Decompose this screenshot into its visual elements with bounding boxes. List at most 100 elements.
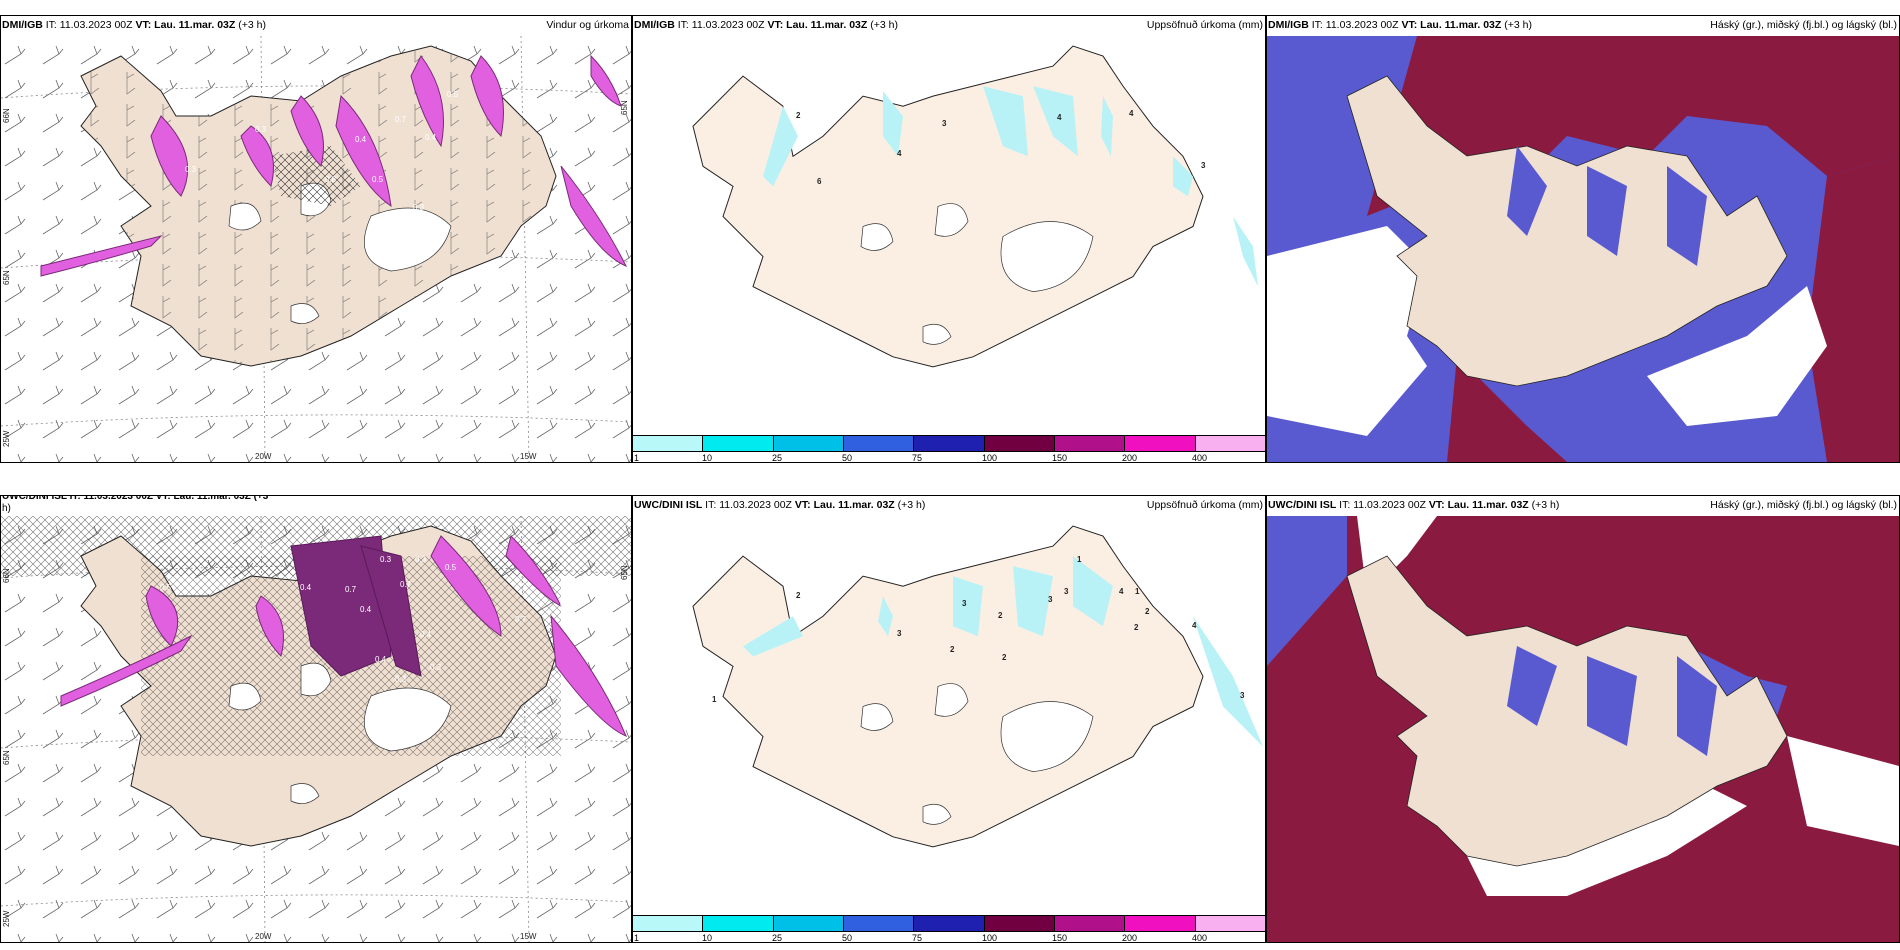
colorbar-box [633,436,704,451]
map-canvas[interactable] [1,516,631,942]
model-name: DMI/IGB [634,19,675,31]
colorbar-box [914,436,985,451]
precip-label: 3 [1064,587,1069,596]
vt-label: VT: [135,19,152,31]
it-label: IT: [1311,19,1323,31]
model-name: UWC/DINI ISL [634,499,703,511]
precip-value: 0.8 [325,175,337,184]
colorbar-box [914,916,985,931]
precip-value: 0.7 [515,615,527,624]
map-canvas[interactable] [1,36,631,462]
map-canvas[interactable] [633,516,1265,913]
precip-value: 0.5 [447,90,459,99]
colorbar-box [633,916,704,931]
precip-label: 3 [962,599,967,608]
colorbar-tick: 200 [1122,453,1138,463]
precip-value: 0.3 [185,165,197,174]
vt-label: VT: [1401,19,1418,31]
precip-value: 0.3 [413,203,425,212]
colorbar-tick: 400 [1192,453,1208,463]
colorbar-box [773,916,844,931]
panel-frame [632,15,1266,463]
colorbar: 1 10 25 50 75 100 150 200 400 [632,435,1266,463]
panel-title: Uppsöfnuð úrkoma (mm) [1146,19,1263,31]
vt-value: Lau. 11.mar. 03Z [154,19,236,31]
precip-value: 0.7 [345,585,357,594]
model-name: DMI/IGB [1268,19,1309,31]
precip-label: 4 [1119,587,1124,596]
map-panel-accum-precip-dmi: DMI/IGB IT: 11.03.2023 00Z VT: Lau. 11.m… [632,15,1266,463]
colorbar-tick: 100 [982,933,998,943]
colorbar-tick: 150 [1052,453,1068,463]
lead-time: (+3 h) [897,499,926,511]
colorbar-box [1195,436,1265,451]
precip-label: 4 [897,149,902,158]
colorbar-box [703,916,774,931]
precip-value: 0.5 [160,583,172,592]
tick-y-65n: 65N [2,270,11,285]
precip-value: 0.4 [360,605,372,614]
colorbar-tick: 1 [634,933,640,943]
colorbar-box [773,436,844,451]
precip-label: 1 [712,695,717,704]
precip-label: 2 [796,591,801,600]
precip-value: 0.3 [430,663,442,672]
tick-x-20w: 20W [255,452,272,461]
panel-header: DMI/IGB IT: 11.03.2023 00Z VT: Lau. 11.m… [1266,15,1900,35]
precip-label: 3 [897,629,902,638]
vt-value: Lau. 11.mar. 03Z [1447,499,1529,511]
colorbar-tick: 50 [842,933,853,943]
colorbar-tick: 150 [1052,933,1068,943]
map-canvas[interactable] [1267,516,1899,942]
precip-value: 0.4 [425,133,437,142]
precip-label: 3 [1048,595,1053,604]
precip-value: 0.3 [415,555,427,564]
iceland-landmass [1346,555,1788,867]
lead-time: (+3 h) [1531,499,1560,511]
vt-label: VT: [794,499,811,511]
panel-title: Háský (gr.), miðský (fj.bl.) og lágský (… [1710,19,1897,31]
it-value: 11.03.2023 00Z [691,19,765,31]
map-panel-clouds-dmi: DMI/IGB IT: 11.03.2023 00Z VT: Lau. 11.m… [1266,15,1900,463]
colorbar-tick: 25 [772,933,783,943]
tick-y-66n: 66N [2,108,11,123]
map-canvas[interactable] [1267,36,1899,462]
panel-title: Uppsöfnuð úrkoma (mm) [1146,499,1263,511]
colorbar: 1 10 25 50 75 100 150 200 400 [632,915,1266,943]
panel-header: DMI/IGB IT: 11.03.2023 00Z VT: Lau. 11.m… [632,15,1266,35]
colorbar-tick: 10 [702,933,713,943]
it-value: 11.03.2023 00Z [1325,19,1399,31]
it-value: 11.03.2023 00Z [59,19,133,31]
colorbar-tick: 200 [1122,933,1138,943]
precip-label: 1 [1077,555,1082,564]
colorbar-box [1125,436,1196,451]
precip-label: 2 [950,645,955,654]
precip-value: 0.3 [380,555,392,564]
precip-label: 2 [1134,623,1139,632]
vt-value: Lau. 11.mar. 03Z [813,499,895,511]
panel-frame [632,495,1266,943]
precip-value: 0.3 [255,125,267,134]
model-name: UWC/DINI ISL [1268,499,1337,511]
colorbar-box [1195,916,1265,931]
tick-x-15w: 15W [520,932,537,941]
colorbar-box [1125,916,1196,931]
precip-value: 0.4 [355,135,367,144]
map-panel-accum-precip-uwc: UWC/DINI ISL IT: 11.03.2023 00Z VT: Lau.… [632,495,1266,943]
tick-y-25w: 25W [2,910,11,927]
precip-label: 4 [1129,109,1134,118]
panel-frame [0,15,632,463]
map-canvas[interactable] [633,36,1265,433]
colorbar-tick: 25 [772,453,783,463]
colorbar-tick: 100 [982,453,998,463]
precip-value: 0.5 [560,600,572,609]
precip-label: 2 [1145,607,1150,616]
precip-value: 0.5 [372,175,384,184]
precip-label: 4 [1192,621,1197,630]
precip-value: 0.4 [375,655,387,664]
colorbar-tick: 1 [634,453,640,463]
colorbar-box [1054,436,1126,451]
it-label: IT: [1339,499,1351,511]
lead-time: (+3 h) [1504,19,1532,31]
it-label: IT: [705,499,717,511]
